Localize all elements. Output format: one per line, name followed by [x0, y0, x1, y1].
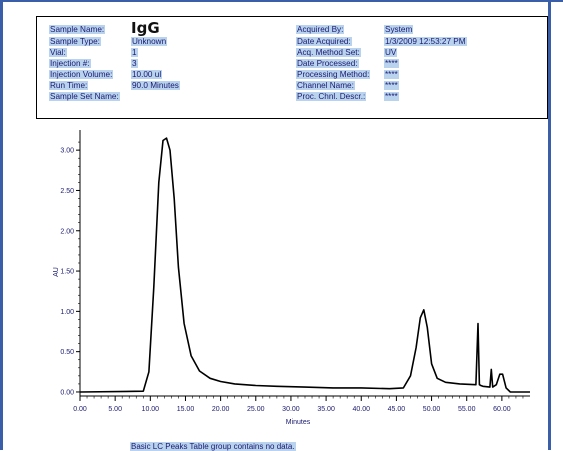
acquired-by-value: System	[384, 25, 414, 34]
acq-method-set-label: Acq. Method Set:	[296, 48, 361, 57]
x-tick-label: 50.00	[423, 406, 441, 413]
date-processed-value: ****	[384, 59, 399, 68]
proc-chnl-descr-value: ****	[384, 92, 399, 101]
run-time-label: Run Time:	[49, 81, 89, 90]
x-tick-label: 60.00	[493, 406, 511, 413]
window-top-border	[0, 0, 563, 2]
x-tick-label: 45.00	[388, 406, 406, 413]
y-tick-label: 1.00	[60, 309, 74, 316]
peaks-table-note: Basic LC Peaks Table group contains no d…	[130, 442, 296, 451]
x-tick-label: 30.00	[282, 406, 300, 413]
processing-method-label: Processing Method:	[296, 70, 371, 79]
x-tick-label: 5.00	[108, 406, 122, 413]
vial-value: 1	[131, 48, 138, 57]
y-tick-label: 2.50	[60, 188, 74, 195]
channel-name-label: Channel Name:	[296, 81, 355, 90]
processing-method-value: ****	[384, 70, 399, 79]
proc-chnl-descr-label: Proc. Chnl. Descr.:	[296, 92, 367, 101]
y-tick-label: 1.50	[60, 269, 74, 276]
x-tick-label: 15.00	[177, 406, 195, 413]
y-axis-label: AU	[53, 267, 60, 277]
x-tick-label: 20.00	[212, 406, 230, 413]
x-axis-label: Minutes	[286, 419, 311, 426]
date-acquired-label: Date Acquired:	[296, 37, 352, 46]
x-tick-label: 10.00	[142, 406, 160, 413]
acq-method-set-value: UV	[384, 48, 398, 57]
injection-volume-label: Injection Volume:	[49, 70, 114, 79]
sample-name-value: IgG	[131, 19, 160, 37]
x-tick-label: 55.00	[458, 406, 476, 413]
x-tick-label: 40.00	[352, 406, 370, 413]
sample-set-name-label: Sample Set Name:	[49, 92, 120, 101]
x-tick-label: 25.00	[247, 406, 265, 413]
injection-number-label: Injection #:	[49, 59, 91, 68]
window-left-border	[0, 0, 3, 450]
y-tick-label: 0.00	[60, 389, 74, 396]
y-tick-label: 2.00	[60, 228, 74, 235]
channel-name-value: ****	[384, 81, 399, 90]
date-acquired-value: 1/3/2009 12:53:27 PM	[384, 37, 467, 46]
chromatogram-trace	[79, 137, 530, 393]
sample-name-label: Sample Name:	[49, 25, 106, 34]
chart-layer: 0.00 0.50 1.00 1.50 2.00 2.50 3.00 0.00 5.00 10.0…	[60, 130, 530, 413]
y-tick-label: 3.00	[60, 148, 74, 155]
x-tick-label: 0.00	[73, 406, 87, 413]
run-time-value: 90.0 Minutes	[131, 81, 180, 90]
sample-info-panel: Sample Name: IgG Sample Type: Unknown Vi…	[36, 16, 548, 119]
injection-number-value: 3	[131, 59, 138, 68]
vial-label: Vial:	[49, 48, 67, 57]
sample-type-label: Sample Type:	[49, 37, 101, 46]
injection-volume-value: 10.00 ul	[131, 70, 163, 79]
window-right-border	[548, 0, 551, 450]
date-processed-label: Date Processed:	[296, 59, 359, 68]
sample-type-value: Unknown	[131, 37, 168, 46]
y-tick-label: 0.50	[60, 349, 74, 356]
x-tick-label: 35.00	[317, 406, 335, 413]
acquired-by-label: Acquired By:	[296, 25, 345, 34]
